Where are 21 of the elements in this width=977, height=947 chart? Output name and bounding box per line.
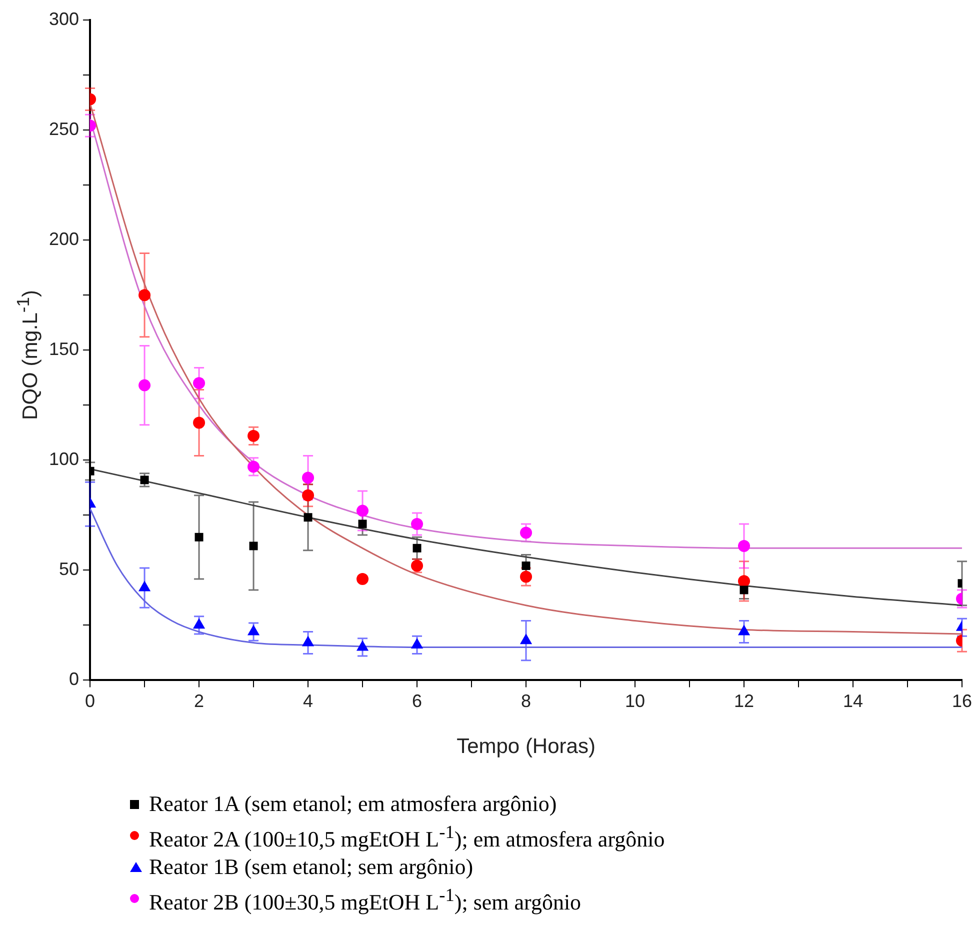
x-tick-label: 12 <box>734 690 754 711</box>
x-tick-label: 0 <box>85 690 96 711</box>
y-tick-label: 100 <box>48 449 80 470</box>
x-tick-label: 2 <box>194 690 204 711</box>
x-axis-title: Tempo (Horas) <box>456 735 596 758</box>
y-tick-label: 200 <box>48 229 80 250</box>
x-tick-label: 16 <box>952 690 972 711</box>
legend-label: Reator 1B (sem etanol; sem argônio) <box>149 853 474 882</box>
x-tick-label: 4 <box>303 690 314 711</box>
legend-label: Reator 2B (100±30,5 mgEtOH L$^{-1}$); sem argônio <box>149 884 582 917</box>
x-tick-label: 10 <box>624 690 646 711</box>
x-tick-label: 14 <box>842 690 864 711</box>
y-tick-label: 150 <box>48 339 80 360</box>
y-tick-label: 250 <box>48 119 80 139</box>
y-tick-label: 50 <box>59 559 80 580</box>
x-tick-label: 6 <box>412 690 422 711</box>
y-tick-label: 0 <box>69 669 80 690</box>
legend-label: Reator 1A (sem etanol; em atmosfera argônio) <box>149 790 557 818</box>
legend-label: Reator 2A (100±10,5 mgEtOH L$^{-1}$); em atmosfera argônio <box>149 821 665 854</box>
y-tick-label: 300 <box>48 8 80 29</box>
x-tick-label: 8 <box>521 690 532 711</box>
